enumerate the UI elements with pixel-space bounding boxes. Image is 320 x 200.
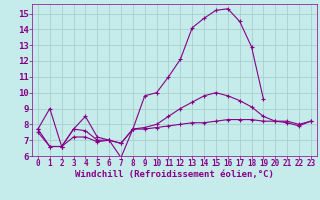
X-axis label: Windchill (Refroidissement éolien,°C): Windchill (Refroidissement éolien,°C): [75, 170, 274, 179]
